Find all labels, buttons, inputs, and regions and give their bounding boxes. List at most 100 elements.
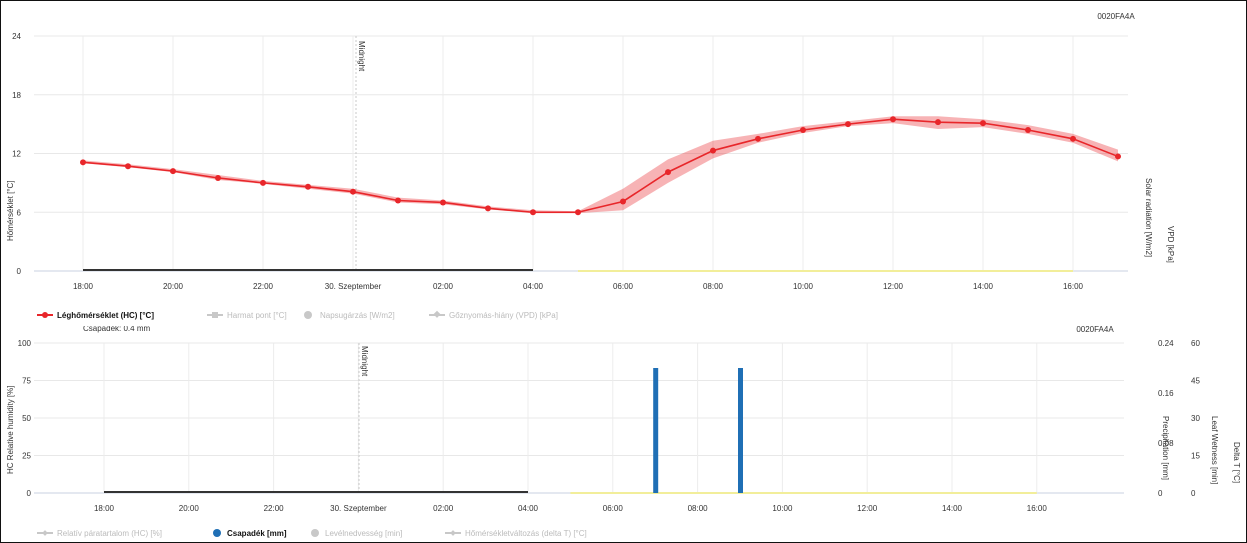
x-tick-label: 10:00 [772, 504, 793, 513]
temperature-chart: 0 6 12 18 24 18:00 20:00 22:00 30. Szeptember 02:… [6, 12, 1175, 320]
legend-label: Léghőmérséklet (HC) [°C] [57, 311, 154, 320]
precip-tick-label: 0.08 [1158, 439, 1174, 448]
precip-tick-label: 0 [1158, 489, 1163, 498]
x-tick-label: 06:00 [603, 504, 624, 513]
y-tick-label: 6 [17, 208, 22, 217]
x-tick-label: 08:00 [688, 504, 709, 513]
legend-symbol [213, 529, 221, 537]
y-tick-label: 100 [18, 339, 32, 348]
air-temperature-point[interactable] [710, 147, 716, 154]
legend-label: Csapadék [mm] [227, 529, 287, 538]
legend-label: Relatív páratartalom (HC) [%] [57, 529, 162, 538]
air-temperature-point[interactable] [305, 183, 311, 190]
legend-item[interactable]: Harmat pont [°C] [207, 311, 287, 320]
air-temperature-line [82, 118, 1119, 214]
legend-item[interactable]: Hőmérsékletváltozás (delta T) [°C] [445, 529, 587, 538]
y-axis-title-leaf-wetness: Leaf Wetness [min] [1210, 416, 1219, 484]
legend-symbol [433, 310, 441, 318]
x-tick-label: 22:00 [264, 504, 285, 513]
air-temperature-point[interactable] [755, 135, 761, 142]
air-temperature-point[interactable] [260, 179, 266, 186]
leaf-wetness-tick-label: 45 [1191, 377, 1200, 386]
y-tick-label: 75 [22, 377, 31, 386]
x-tick-label: 30. Szeptember [330, 504, 387, 513]
legend-item[interactable]: Léghőmérséklet (HC) [°C] [37, 311, 154, 320]
legend-item[interactable]: Relatív páratartalom (HC) [%] [37, 529, 162, 538]
air-temperature-point[interactable] [80, 159, 86, 166]
air-temperature-point[interactable] [980, 120, 986, 127]
x-tick-label: 14:00 [973, 282, 994, 291]
legend-item[interactable]: Levélnedvesség [min] [311, 529, 402, 538]
y-tick-label: 24 [12, 32, 21, 41]
air-temperature-point[interactable] [125, 163, 131, 170]
x-tick-label: 20:00 [163, 282, 184, 291]
legend-item[interactable]: Gőznyomás-hiány (VPD) [kPa] [429, 310, 558, 320]
legend-label: Hőmérsékletváltozás (delta T) [°C] [465, 529, 587, 538]
x-tick-label: 20:00 [179, 504, 200, 513]
y-tick-label: 0 [27, 489, 32, 498]
legend-symbol [42, 530, 48, 536]
air-temperature-point[interactable] [485, 205, 491, 212]
air-temperature-point[interactable] [620, 198, 626, 205]
midnight-label: Midnight [360, 346, 369, 377]
y-axis-title-delta-t: Delta T [°C] [1232, 442, 1241, 483]
x-tick-label: 02:00 [433, 504, 454, 513]
y-tick-label: 0 [17, 267, 22, 276]
air-temperature-point[interactable] [350, 188, 356, 195]
air-temperature-point[interactable] [845, 121, 851, 128]
air-temperature-point[interactable] [890, 116, 896, 123]
air-temperature-point[interactable] [575, 209, 581, 216]
leaf-wetness-tick-label: 60 [1191, 339, 1200, 348]
y-axis-title-vpd: VPD [kPa] [1166, 226, 1175, 263]
x-tick-label: 30. Szeptember [325, 282, 382, 291]
precipitation-chart: Csapadék: 0.4 mm 0020FA4A 0 25 50 75 100 0 0.08 0… [6, 326, 1241, 538]
legend-item[interactable]: Csapadék [mm] [213, 529, 287, 538]
precipitation-bar[interactable] [738, 368, 743, 493]
precip-tick-label: 0.16 [1158, 389, 1174, 398]
leaf-wetness-tick-label: 15 [1191, 452, 1200, 461]
x-tick-label: 14:00 [942, 504, 963, 513]
y-tick-label: 12 [12, 150, 21, 159]
air-temperature-point[interactable] [935, 119, 941, 126]
legend-symbol [42, 312, 48, 318]
air-temperature-point[interactable] [215, 174, 221, 181]
x-tick-label: 18:00 [94, 504, 115, 513]
air-temperature-point[interactable] [395, 197, 401, 204]
x-tick-label: 08:00 [703, 282, 724, 291]
y-axis-title: HC Relative humidity [%] [6, 386, 15, 474]
legend-label: Gőznyomás-hiány (VPD) [kPa] [449, 311, 558, 320]
y-axis-title-precipitation: Precipitation [mm] [1161, 416, 1170, 480]
air-temperature-point[interactable] [440, 199, 446, 206]
legend-label: Harmat pont [°C] [227, 311, 287, 320]
air-temperature-point[interactable] [170, 168, 176, 175]
air-temperature-point[interactable] [800, 127, 806, 133]
precipitation-bar[interactable] [653, 368, 659, 493]
y-axis-title: Hőmérséklet [°C] [6, 180, 15, 241]
air-temperature-point[interactable] [1115, 153, 1121, 160]
y-tick-label: 50 [22, 414, 31, 423]
legend-symbol [450, 530, 456, 536]
x-tick-label: 04:00 [523, 282, 544, 291]
midnight-label: Midnight [357, 41, 366, 72]
x-tick-label: 06:00 [613, 282, 634, 291]
x-tick-label: 02:00 [433, 282, 454, 291]
leaf-wetness-tick-label: 0 [1191, 489, 1196, 498]
x-tick-label: 04:00 [518, 504, 539, 513]
air-temperature-point[interactable] [1025, 127, 1031, 133]
air-temperature-point[interactable] [665, 169, 671, 176]
air-temperature-point[interactable] [1070, 135, 1076, 142]
legend-item[interactable]: Napsugárzás [W/m2] [304, 311, 395, 320]
air-temperature-point[interactable] [530, 209, 536, 216]
legend-label: Napsugárzás [W/m2] [320, 311, 395, 320]
leaf-wetness-tick-label: 30 [1191, 414, 1200, 423]
x-tick-label: 12:00 [883, 282, 904, 291]
y-tick-label: 25 [22, 452, 31, 461]
x-tick-label: 22:00 [253, 282, 274, 291]
precip-tick-label: 0.24 [1158, 339, 1174, 348]
y-axis-title-solar: Solar radiation [W/m2] [1144, 178, 1153, 257]
y-tick-label: 18 [12, 91, 21, 100]
temperature-range-band [83, 116, 1118, 214]
legend-symbol [311, 529, 319, 537]
device-id-label: 0020FA4A [1097, 12, 1135, 21]
